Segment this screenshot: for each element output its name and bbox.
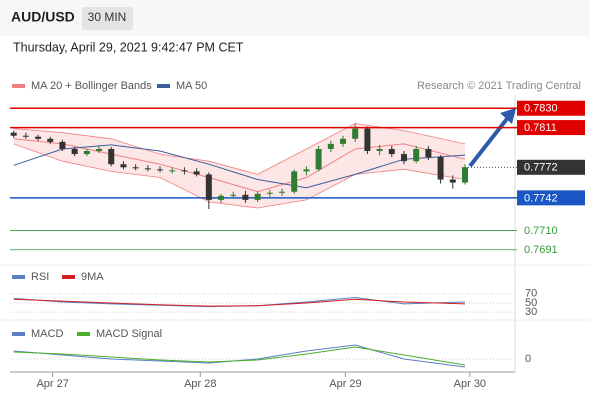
candle-body	[132, 167, 139, 169]
level-box	[517, 190, 585, 206]
candle-body	[108, 148, 115, 165]
y-tick-label: 30	[525, 306, 537, 318]
legend-label: MA 20 + Bollinger Bands	[31, 80, 152, 92]
candle-body	[388, 148, 395, 155]
candle-body	[96, 148, 103, 152]
x-tick-label: Apr 29	[329, 378, 361, 390]
trend-arrow	[468, 113, 512, 168]
candle-body	[35, 136, 42, 139]
legend-label: RSI	[31, 271, 49, 283]
legend-label: 9MA	[81, 271, 104, 283]
candle-body	[437, 157, 444, 180]
legend-swatch	[62, 275, 75, 279]
candle-body	[425, 148, 432, 158]
candle-body	[10, 132, 17, 136]
candle-body	[230, 194, 237, 196]
legend-swatch	[12, 275, 25, 279]
symbol: AUD/USD	[11, 9, 75, 25]
legend-swatch	[12, 84, 25, 88]
candle-body	[205, 174, 212, 200]
legend-swatch	[77, 332, 90, 336]
candle-body	[218, 195, 225, 200]
candle-body	[120, 164, 127, 168]
level-label: 0.7691	[524, 244, 558, 256]
trend-arrow-head	[500, 108, 516, 124]
level-label: 0.7742	[524, 192, 558, 204]
candle-body	[315, 148, 322, 170]
candle-body	[193, 171, 200, 175]
candle-body	[242, 194, 249, 200]
x-tick-label: Apr 27	[36, 378, 68, 390]
series-line	[13, 344, 466, 368]
series-line	[13, 346, 466, 366]
candle-body	[47, 138, 54, 142]
candle-body	[22, 135, 29, 137]
candle-body	[254, 193, 261, 200]
y-tick-label: 70	[525, 288, 537, 300]
candle-body	[364, 128, 371, 152]
level-label: 0.7830	[524, 103, 558, 115]
interval-button[interactable]	[82, 7, 133, 30]
candle-body	[303, 169, 310, 172]
candle-body	[169, 170, 176, 172]
level-label: 0.7710	[524, 225, 558, 237]
candle-body	[449, 179, 456, 183]
candle-body	[157, 169, 164, 171]
y-tick-label: 0	[525, 353, 531, 365]
level-box	[517, 159, 585, 175]
legend-label: MACD	[31, 328, 63, 340]
legend-swatch	[12, 332, 25, 336]
interval[interactable]: 30 MIN	[88, 10, 127, 24]
candle-body	[181, 170, 188, 172]
candle-body	[340, 138, 347, 144]
level-label: 0.7811	[524, 122, 557, 134]
candle-body	[71, 148, 78, 155]
legend-swatch	[157, 84, 170, 88]
level-box	[517, 100, 585, 116]
candle-body	[461, 167, 468, 183]
timestamp: Thursday, April 29, 2021 9:42:47 PM CET	[13, 40, 244, 54]
band-lower	[13, 143, 466, 209]
band-fill	[13, 123, 465, 209]
candle-body	[400, 154, 407, 162]
candle-body	[376, 148, 383, 152]
series-line	[13, 298, 466, 307]
y-tick-label: 50	[525, 297, 537, 309]
candle-body	[413, 148, 420, 162]
ma-line	[13, 144, 466, 189]
x-tick-label: Apr 28	[184, 378, 216, 390]
candle-body	[291, 171, 298, 192]
candle-body	[83, 151, 90, 155]
candle-body	[59, 141, 66, 149]
level-label: 0.7772	[524, 162, 558, 174]
legend-label: MACD Signal	[96, 328, 162, 340]
x-tick-label: Apr 30	[454, 378, 486, 390]
credit: Research © 2021 Trading Central	[417, 80, 581, 92]
candle-body	[279, 191, 286, 193]
level-box	[517, 120, 585, 136]
candle-body	[266, 192, 273, 194]
legend-label: MA 50	[176, 80, 207, 92]
candle-body	[327, 143, 334, 149]
candle-body	[352, 128, 359, 139]
candle-body	[144, 168, 151, 170]
